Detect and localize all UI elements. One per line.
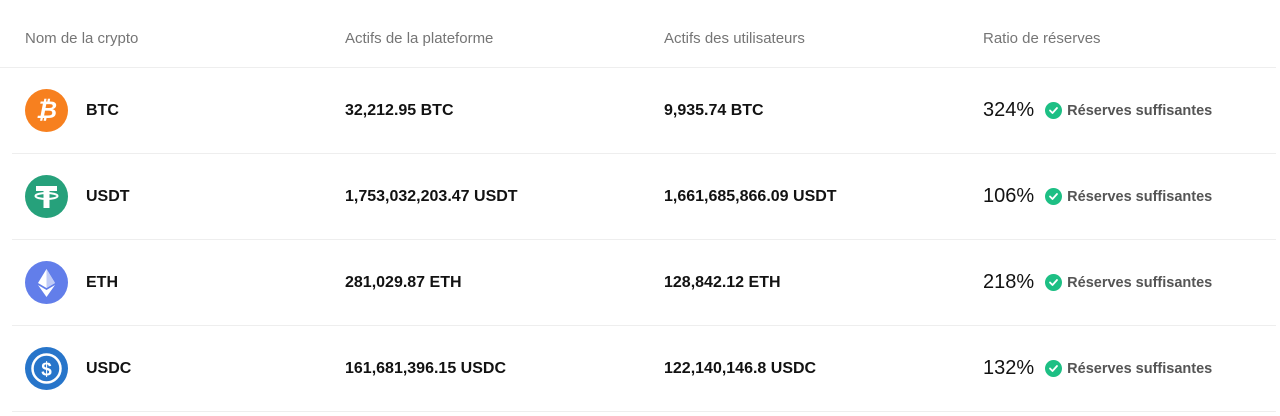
reserve-ratio: 324%	[983, 99, 1035, 121]
status-text: Réserves suffisantes	[1067, 188, 1213, 205]
table-row[interactable]: ₿ BTC 32,212.95 BTC 9,935.74 BTC 324% Ré…	[12, 68, 1276, 154]
crypto-symbol: BTC	[86, 101, 119, 119]
table-row[interactable]: USDT 1,753,032,203.47 USDT 1,661,685,866…	[12, 154, 1276, 240]
tether-icon	[25, 175, 68, 218]
column-header-platform-assets: Actifs de la plateforme	[345, 30, 494, 47]
crypto-name-cell: $ USDC	[25, 326, 131, 411]
crypto-symbol: ETH	[86, 273, 118, 291]
status-text: Réserves suffisantes	[1067, 102, 1213, 119]
crypto-name-cell: USDT	[25, 154, 130, 239]
status-badge: Réserves suffisantes	[1045, 188, 1212, 205]
table-header: Nom de la crypto Actifs de la plateforme…	[0, 0, 1276, 68]
svg-text:$: $	[41, 360, 52, 381]
reserve-ratio-cell: 324% Réserves suffisantes	[983, 68, 1212, 153]
column-header-user-assets: Actifs des utilisateurs	[664, 30, 805, 47]
crypto-name-cell: ETH	[25, 240, 118, 325]
table-row[interactable]: $ USDC 161,681,396.15 USDC 122,140,146.8…	[12, 326, 1276, 412]
check-circle-icon	[1045, 188, 1063, 205]
user-assets: 1,661,685,866.09 USDT	[664, 187, 837, 205]
table-row[interactable]: ETH 281,029.87 ETH 128,842.12 ETH 218% R…	[12, 240, 1276, 326]
reserve-ratio: 218%	[983, 271, 1035, 293]
platform-assets: 1,753,032,203.47 USDT	[345, 187, 518, 205]
reserve-ratio-cell: 218% Réserves suffisantes	[983, 240, 1212, 325]
reserve-ratio: 132%	[983, 357, 1035, 379]
ethereum-icon	[25, 261, 68, 304]
status-text: Réserves suffisantes	[1067, 360, 1213, 377]
check-circle-icon	[1045, 274, 1063, 291]
reserve-ratio-cell: 132% Réserves suffisantes	[983, 326, 1212, 411]
user-assets: 128,842.12 ETH	[664, 273, 781, 291]
platform-assets: 32,212.95 BTC	[345, 101, 454, 119]
user-assets: 9,935.74 BTC	[664, 101, 764, 119]
check-circle-icon	[1045, 360, 1063, 377]
status-text: Réserves suffisantes	[1067, 274, 1213, 291]
user-assets: 122,140,146.8 USDC	[664, 359, 817, 377]
status-badge: Réserves suffisantes	[1045, 360, 1212, 377]
reserve-ratio-cell: 106% Réserves suffisantes	[983, 154, 1212, 239]
platform-assets: 281,029.87 ETH	[345, 273, 462, 291]
crypto-symbol: USDC	[86, 359, 132, 377]
svg-text:₿: ₿	[36, 97, 57, 124]
reserve-ratio: 106%	[983, 185, 1035, 207]
crypto-name-cell: ₿ BTC	[25, 68, 119, 153]
usdc-icon: $	[25, 347, 68, 390]
status-badge: Réserves suffisantes	[1045, 102, 1212, 119]
column-header-crypto-name: Nom de la crypto	[25, 30, 139, 47]
check-circle-icon	[1045, 102, 1063, 119]
platform-assets: 161,681,396.15 USDC	[345, 359, 506, 377]
crypto-symbol: USDT	[86, 187, 130, 205]
status-badge: Réserves suffisantes	[1045, 274, 1212, 291]
bitcoin-icon: ₿	[25, 89, 68, 132]
column-header-reserve-ratio: Ratio de réserves	[983, 30, 1101, 47]
